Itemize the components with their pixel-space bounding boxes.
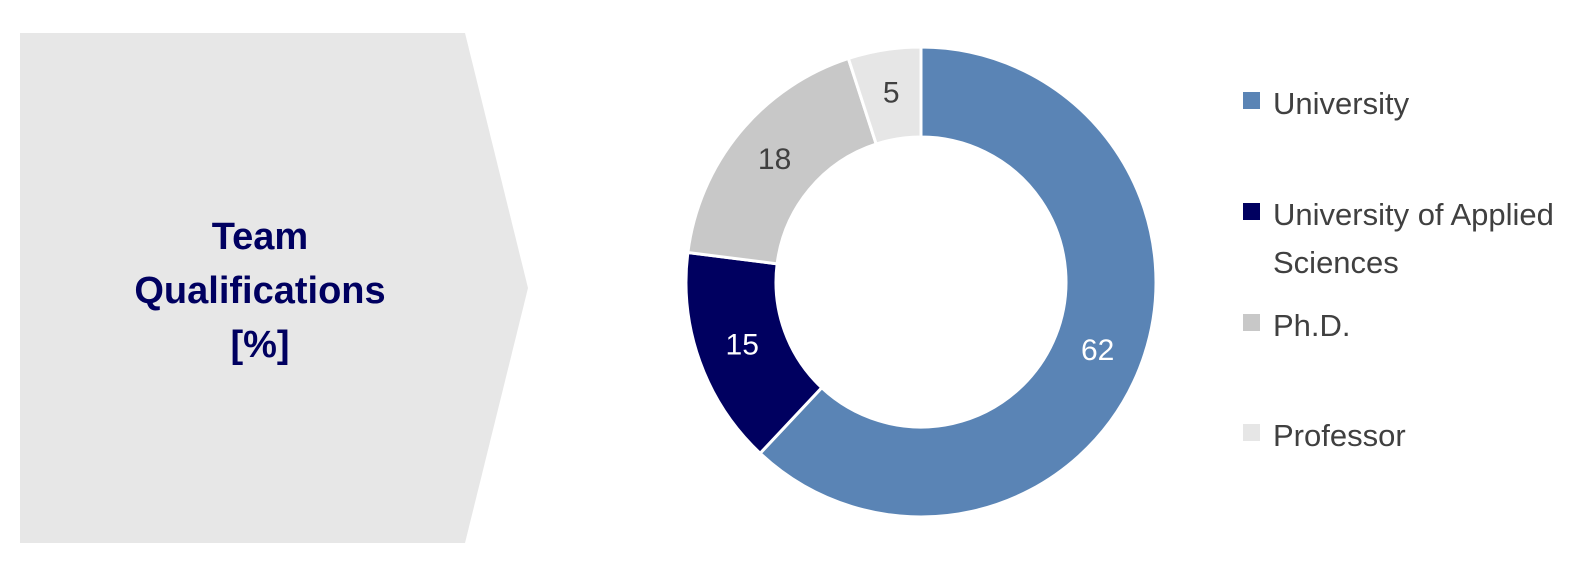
data-label: 15 bbox=[726, 328, 759, 361]
data-label: 18 bbox=[758, 143, 791, 176]
chart-title: Team Qualifications [%] bbox=[134, 216, 386, 366]
data-label: 5 bbox=[883, 76, 900, 109]
title-panel bbox=[20, 33, 528, 543]
data-label: 62 bbox=[1081, 334, 1114, 367]
legend-swatch bbox=[1243, 92, 1260, 109]
arrow-shape bbox=[20, 33, 528, 543]
legend-swatch bbox=[1243, 424, 1260, 441]
legend-label: Ph.D. bbox=[1273, 308, 1351, 343]
legend-item: Ph.D. bbox=[1243, 302, 1563, 350]
legend-swatch bbox=[1243, 314, 1260, 331]
legend-label: University of Applied Sciences bbox=[1273, 197, 1554, 280]
legend-item: University bbox=[1243, 80, 1563, 128]
legend-item: Professor bbox=[1243, 412, 1563, 460]
legend-label: University bbox=[1273, 86, 1410, 121]
legend-label: Professor bbox=[1273, 418, 1406, 453]
donut-segment bbox=[758, 45, 1158, 519]
legend-swatch bbox=[1243, 203, 1260, 220]
donut-segment bbox=[846, 45, 923, 146]
legend-item: University of Applied Sciences bbox=[1243, 191, 1563, 287]
